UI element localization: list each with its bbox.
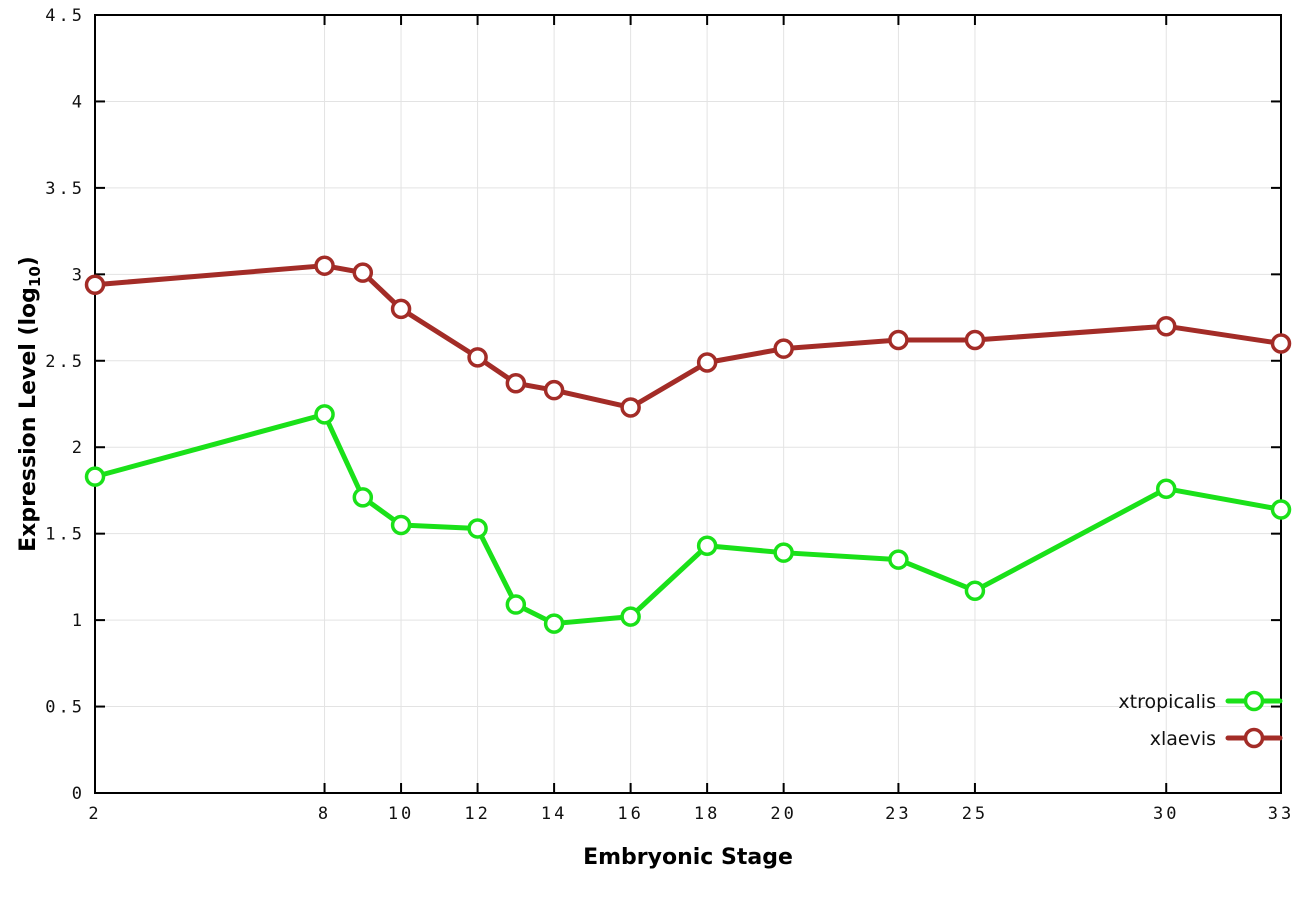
data-point-xtropicalis xyxy=(543,613,565,634)
y-tick-label: 0.5 xyxy=(45,698,85,718)
data-point-xtropicalis xyxy=(620,606,641,627)
data-point-xtropicalis xyxy=(964,580,986,601)
data-point-xtropicalis xyxy=(314,404,335,425)
x-tick-label: 12 xyxy=(464,804,490,824)
data-point-xlaevis xyxy=(314,255,335,276)
data-point-xtropicalis xyxy=(84,466,106,487)
plot-border xyxy=(94,14,1282,794)
data-point-xlaevis xyxy=(620,397,641,418)
x-tick-label: 14 xyxy=(541,804,567,824)
y-tick-label: 2.5 xyxy=(45,352,85,372)
series-line-xtropicalis xyxy=(92,411,1284,627)
y-axis-label-close: ) xyxy=(15,256,41,267)
data-point-xtropicalis xyxy=(352,487,374,508)
x-tick-label: 10 xyxy=(388,804,414,824)
data-point-xtropicalis xyxy=(1155,478,1177,499)
data-point-xtropicalis xyxy=(467,518,488,539)
legend-label-xtropicalis: xtropicalis xyxy=(1118,691,1216,713)
data-point-xtropicalis xyxy=(1270,499,1292,520)
data-point-xlaevis xyxy=(1155,315,1177,337)
y-tick-label: 3.5 xyxy=(45,179,85,199)
x-tick-label: 16 xyxy=(617,804,643,824)
x-tick-label: 30 xyxy=(1153,804,1179,824)
x-tick-label: 33 xyxy=(1268,804,1294,824)
data-point-xlaevis xyxy=(543,379,565,401)
data-point-xlaevis xyxy=(773,338,794,359)
legend-marker-xlaevis xyxy=(1243,727,1265,749)
data-point-xtropicalis xyxy=(696,535,718,557)
y-tick-label: 0 xyxy=(72,784,85,804)
x-tick-label: 18 xyxy=(694,804,720,824)
legend-label-xlaevis: xlaevis xyxy=(1150,728,1216,750)
data-point-xtropicalis xyxy=(888,549,909,570)
data-point-xlaevis xyxy=(696,352,718,373)
y-tick-label: 4 xyxy=(72,92,85,112)
y-tick-label: 2 xyxy=(72,438,85,458)
x-tick-label: 25 xyxy=(962,804,988,824)
y-tick-label: 4.5 xyxy=(45,6,85,26)
x-tick-label: 8 xyxy=(318,804,331,824)
data-point-xlaevis xyxy=(888,329,909,351)
legend-marker-xtropicalis xyxy=(1243,690,1265,712)
x-tick-label: 2 xyxy=(88,804,101,824)
data-point-xtropicalis xyxy=(505,594,527,615)
x-tick-label: 23 xyxy=(885,804,911,824)
data-point-xlaevis xyxy=(505,373,527,394)
y-axis-label-main: Expression Level (log xyxy=(15,287,41,552)
y-axis-label: Expression Level (log10) xyxy=(16,256,44,552)
series-line-xlaevis xyxy=(92,263,1284,410)
y-tick-label: 1.5 xyxy=(45,525,85,545)
x-tick-label: 20 xyxy=(770,804,796,824)
y-tick-label: 1 xyxy=(72,611,85,631)
data-point-xlaevis xyxy=(352,262,374,283)
data-point-xlaevis xyxy=(1270,333,1292,354)
data-point-xtropicalis xyxy=(390,514,412,536)
data-point-xlaevis xyxy=(390,298,412,320)
y-tick-label: 3 xyxy=(72,265,85,285)
data-point-xlaevis xyxy=(84,274,106,295)
x-axis-label: Embryonic Stage xyxy=(583,845,793,870)
data-point-xlaevis xyxy=(964,329,986,351)
y-axis-label-subscript: 10 xyxy=(26,266,45,288)
data-point-xtropicalis xyxy=(773,542,794,563)
data-point-xlaevis xyxy=(467,347,488,368)
